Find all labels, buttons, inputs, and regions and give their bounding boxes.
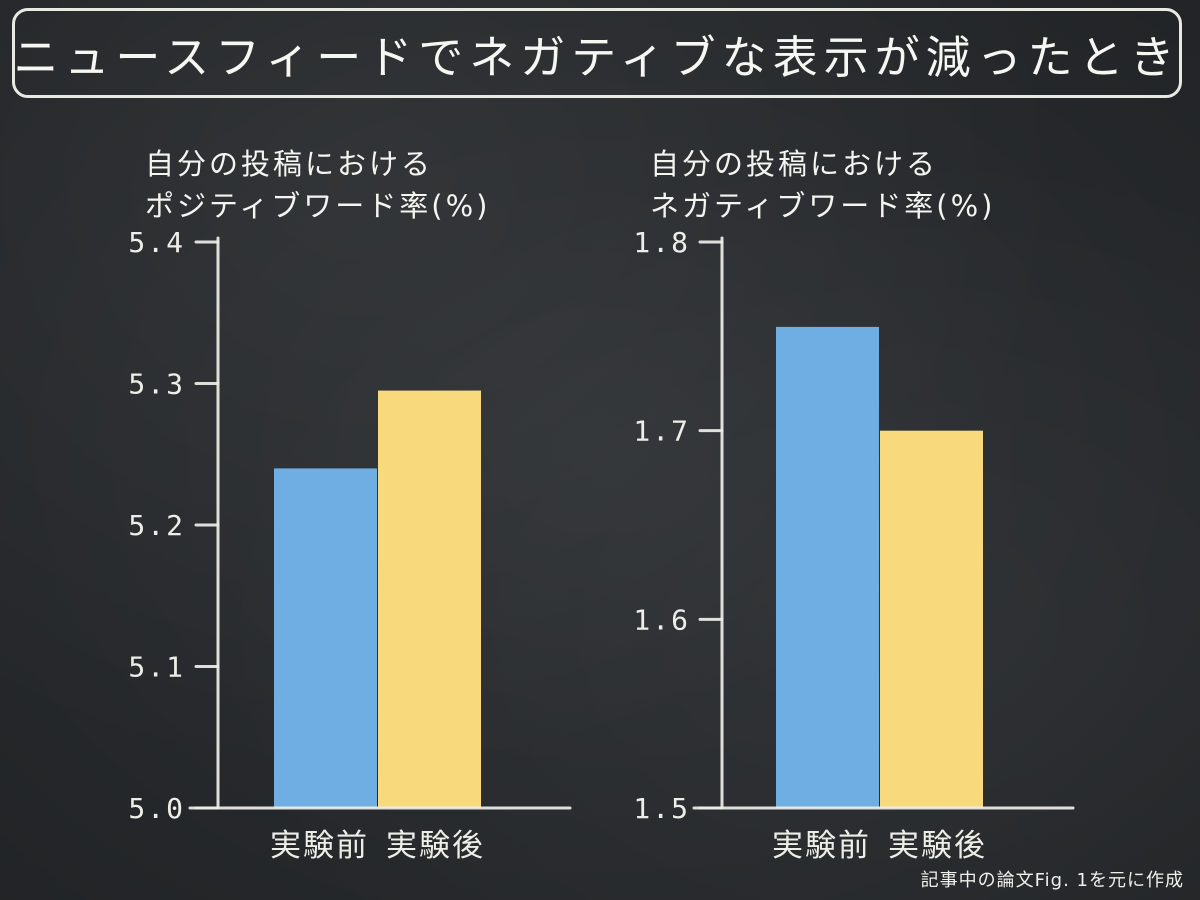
chart-1-title-line-2: ポジティブワード率(%) — [145, 189, 491, 223]
chart-1-y-tick-label-3: 5.2 — [128, 509, 185, 542]
chart-2-bar-2 — [880, 430, 983, 808]
chart-1-y-tick-label-4: 5.3 — [128, 368, 185, 401]
chart-2-y-tick-label-2: 1.6 — [633, 603, 690, 636]
chart-2-y-tick-label-4: 1.8 — [633, 226, 690, 259]
source-footnote: 記事中の論文Fig. 1を元に作成 — [920, 870, 1184, 891]
chart-2-title: 自分の投稿における ネガティブワード率(%) — [650, 143, 995, 227]
chart-2-bar-1 — [776, 326, 879, 808]
chart-2-x-category-label-1: 実験前 — [772, 828, 871, 864]
chart-1-bar-2 — [378, 390, 481, 808]
chart-1-x-category-label-1: 実験前 — [270, 828, 369, 864]
chart-2-title-line-1: 自分の投稿における — [650, 147, 939, 181]
chart-1-title-line-1: 自分の投稿における — [145, 147, 434, 181]
page-title: ニュースフィードでネガティブな表示が減ったとき — [13, 30, 1181, 84]
chart-1-y-tick-label-2: 5.1 — [128, 651, 185, 684]
chart-2-x-category-label-2: 実験後 — [888, 828, 987, 864]
chart-1-y-tick-label-1: 5.0 — [128, 792, 185, 825]
chart-1-x-category-label-2: 実験後 — [386, 828, 485, 864]
title-frame: ニュースフィードでネガティブな表示が減ったとき — [12, 8, 1182, 98]
chart-2-y-tick-label-3: 1.7 — [633, 415, 690, 448]
chart-1-y-tick-label-5: 5.4 — [128, 226, 185, 259]
chart-2-y-tick-label-1: 1.5 — [633, 792, 690, 825]
chart-2-title-line-2: ネガティブワード率(%) — [650, 189, 996, 223]
chart-1-bar-1 — [274, 468, 377, 808]
chart-1-title: 自分の投稿における ポジティブワード率(%) — [145, 143, 490, 227]
